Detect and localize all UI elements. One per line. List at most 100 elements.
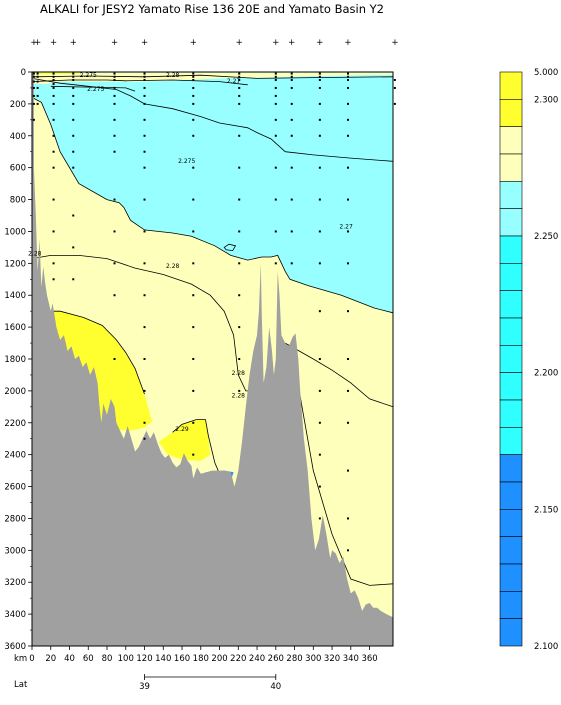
sample-point bbox=[192, 453, 195, 456]
sample-point bbox=[36, 102, 39, 105]
colorbar-label: 2.100 bbox=[534, 642, 558, 652]
sample-point bbox=[346, 86, 349, 89]
contour-line-surface-b bbox=[31, 79, 248, 86]
sample-point bbox=[143, 134, 146, 137]
colorbar-label: 5.000 bbox=[534, 68, 558, 78]
contour-label: 2.28 bbox=[28, 250, 42, 257]
sample-point bbox=[274, 262, 277, 265]
sample-point bbox=[318, 262, 321, 265]
contour-line-surface-c bbox=[50, 85, 136, 92]
y-tick-label: 3400 bbox=[4, 610, 26, 620]
station-marker: + bbox=[70, 38, 77, 48]
x-tick-label: 80 bbox=[102, 654, 113, 664]
sample-point bbox=[290, 72, 293, 75]
sample-point bbox=[290, 75, 293, 78]
sample-point bbox=[238, 358, 241, 360]
sample-point bbox=[238, 294, 241, 297]
contour-label: 2.27 bbox=[227, 78, 241, 85]
sample-point bbox=[346, 78, 349, 81]
sample-point bbox=[72, 246, 75, 249]
colorbar-band bbox=[499, 618, 523, 647]
sample-point bbox=[192, 86, 195, 89]
sample-point bbox=[113, 78, 116, 81]
sample-point bbox=[192, 72, 195, 75]
sample-point bbox=[143, 94, 146, 97]
x-tick-label: 300 bbox=[305, 654, 321, 664]
station-marker: + bbox=[34, 38, 41, 48]
y-tick-label: 3200 bbox=[4, 578, 26, 588]
contour-label: 2.28 bbox=[232, 370, 246, 377]
y-tick-label: 0 bbox=[21, 68, 26, 78]
station-marker: + bbox=[30, 38, 37, 48]
y-tick-label: 2800 bbox=[4, 514, 26, 524]
colorbar-label: 2.200 bbox=[534, 369, 558, 379]
sample-point bbox=[143, 358, 146, 360]
sample-point bbox=[72, 75, 75, 78]
sample-point bbox=[238, 134, 241, 137]
sample-point bbox=[52, 118, 55, 121]
sample-point bbox=[52, 262, 55, 265]
sample-point bbox=[318, 389, 321, 392]
y-tick-label: 1200 bbox=[4, 259, 26, 269]
x-tick-label: 340 bbox=[343, 654, 359, 664]
station-marker: + bbox=[316, 38, 323, 48]
x-tick-label: 160 bbox=[174, 654, 190, 664]
x-tick-label: 360 bbox=[361, 654, 377, 664]
sample-point bbox=[290, 78, 293, 81]
sample-point bbox=[113, 134, 116, 137]
sample-point bbox=[113, 75, 116, 78]
sample-point bbox=[318, 358, 321, 360]
sample-point bbox=[238, 198, 241, 201]
sample-point bbox=[72, 134, 75, 137]
x-tick-label: 280 bbox=[286, 654, 302, 664]
sample-point bbox=[346, 421, 349, 424]
colorbar-label: 2.150 bbox=[534, 505, 558, 515]
sample-point bbox=[32, 94, 35, 97]
sample-point bbox=[32, 86, 35, 89]
colorbar-band bbox=[499, 591, 523, 619]
sample-point bbox=[274, 86, 277, 89]
sample-point bbox=[72, 86, 75, 89]
sample-point bbox=[32, 118, 35, 121]
colorbar-band bbox=[499, 290, 523, 319]
sample-point bbox=[290, 230, 293, 233]
contour-label: 2.275 bbox=[87, 86, 104, 93]
contour-label: 2.275 bbox=[80, 72, 97, 79]
sample-point bbox=[192, 262, 195, 265]
sample-point bbox=[346, 118, 349, 121]
sample-point bbox=[346, 262, 349, 265]
sample-point bbox=[143, 262, 146, 265]
sample-point bbox=[346, 134, 349, 137]
sample-point bbox=[346, 517, 349, 520]
sample-point bbox=[393, 102, 396, 105]
sample-point bbox=[238, 72, 241, 75]
sample-point bbox=[52, 82, 55, 85]
sample-point bbox=[238, 262, 241, 265]
sample-point bbox=[52, 278, 55, 281]
x-tick-label: 40 bbox=[64, 654, 75, 664]
bathymetry bbox=[32, 72, 393, 646]
sample-point bbox=[238, 94, 241, 97]
sample-point bbox=[36, 86, 39, 89]
x-tick-label: 200 bbox=[211, 654, 227, 664]
sample-point bbox=[36, 94, 39, 97]
sample-point bbox=[318, 453, 321, 456]
x-tick-label: 20 bbox=[45, 654, 56, 664]
sample-point bbox=[346, 230, 349, 233]
x-tick-label: 320 bbox=[324, 654, 340, 664]
y-tick-label: 2400 bbox=[4, 451, 26, 461]
sample-point bbox=[346, 75, 349, 78]
x-tick-label: 180 bbox=[193, 654, 209, 664]
sample-point bbox=[143, 166, 146, 169]
sample-point bbox=[113, 94, 116, 97]
sample-point bbox=[318, 421, 321, 424]
sample-point bbox=[143, 437, 146, 440]
sample-point bbox=[318, 118, 321, 121]
sample-point bbox=[113, 150, 116, 153]
sample-point bbox=[143, 102, 146, 105]
y-tick-label: 2200 bbox=[4, 419, 26, 429]
contour-line-2-29-east bbox=[172, 419, 220, 474]
x-tick-label: 260 bbox=[268, 654, 284, 664]
sample-point bbox=[274, 78, 277, 81]
contour-label: 2.27 bbox=[339, 223, 353, 230]
